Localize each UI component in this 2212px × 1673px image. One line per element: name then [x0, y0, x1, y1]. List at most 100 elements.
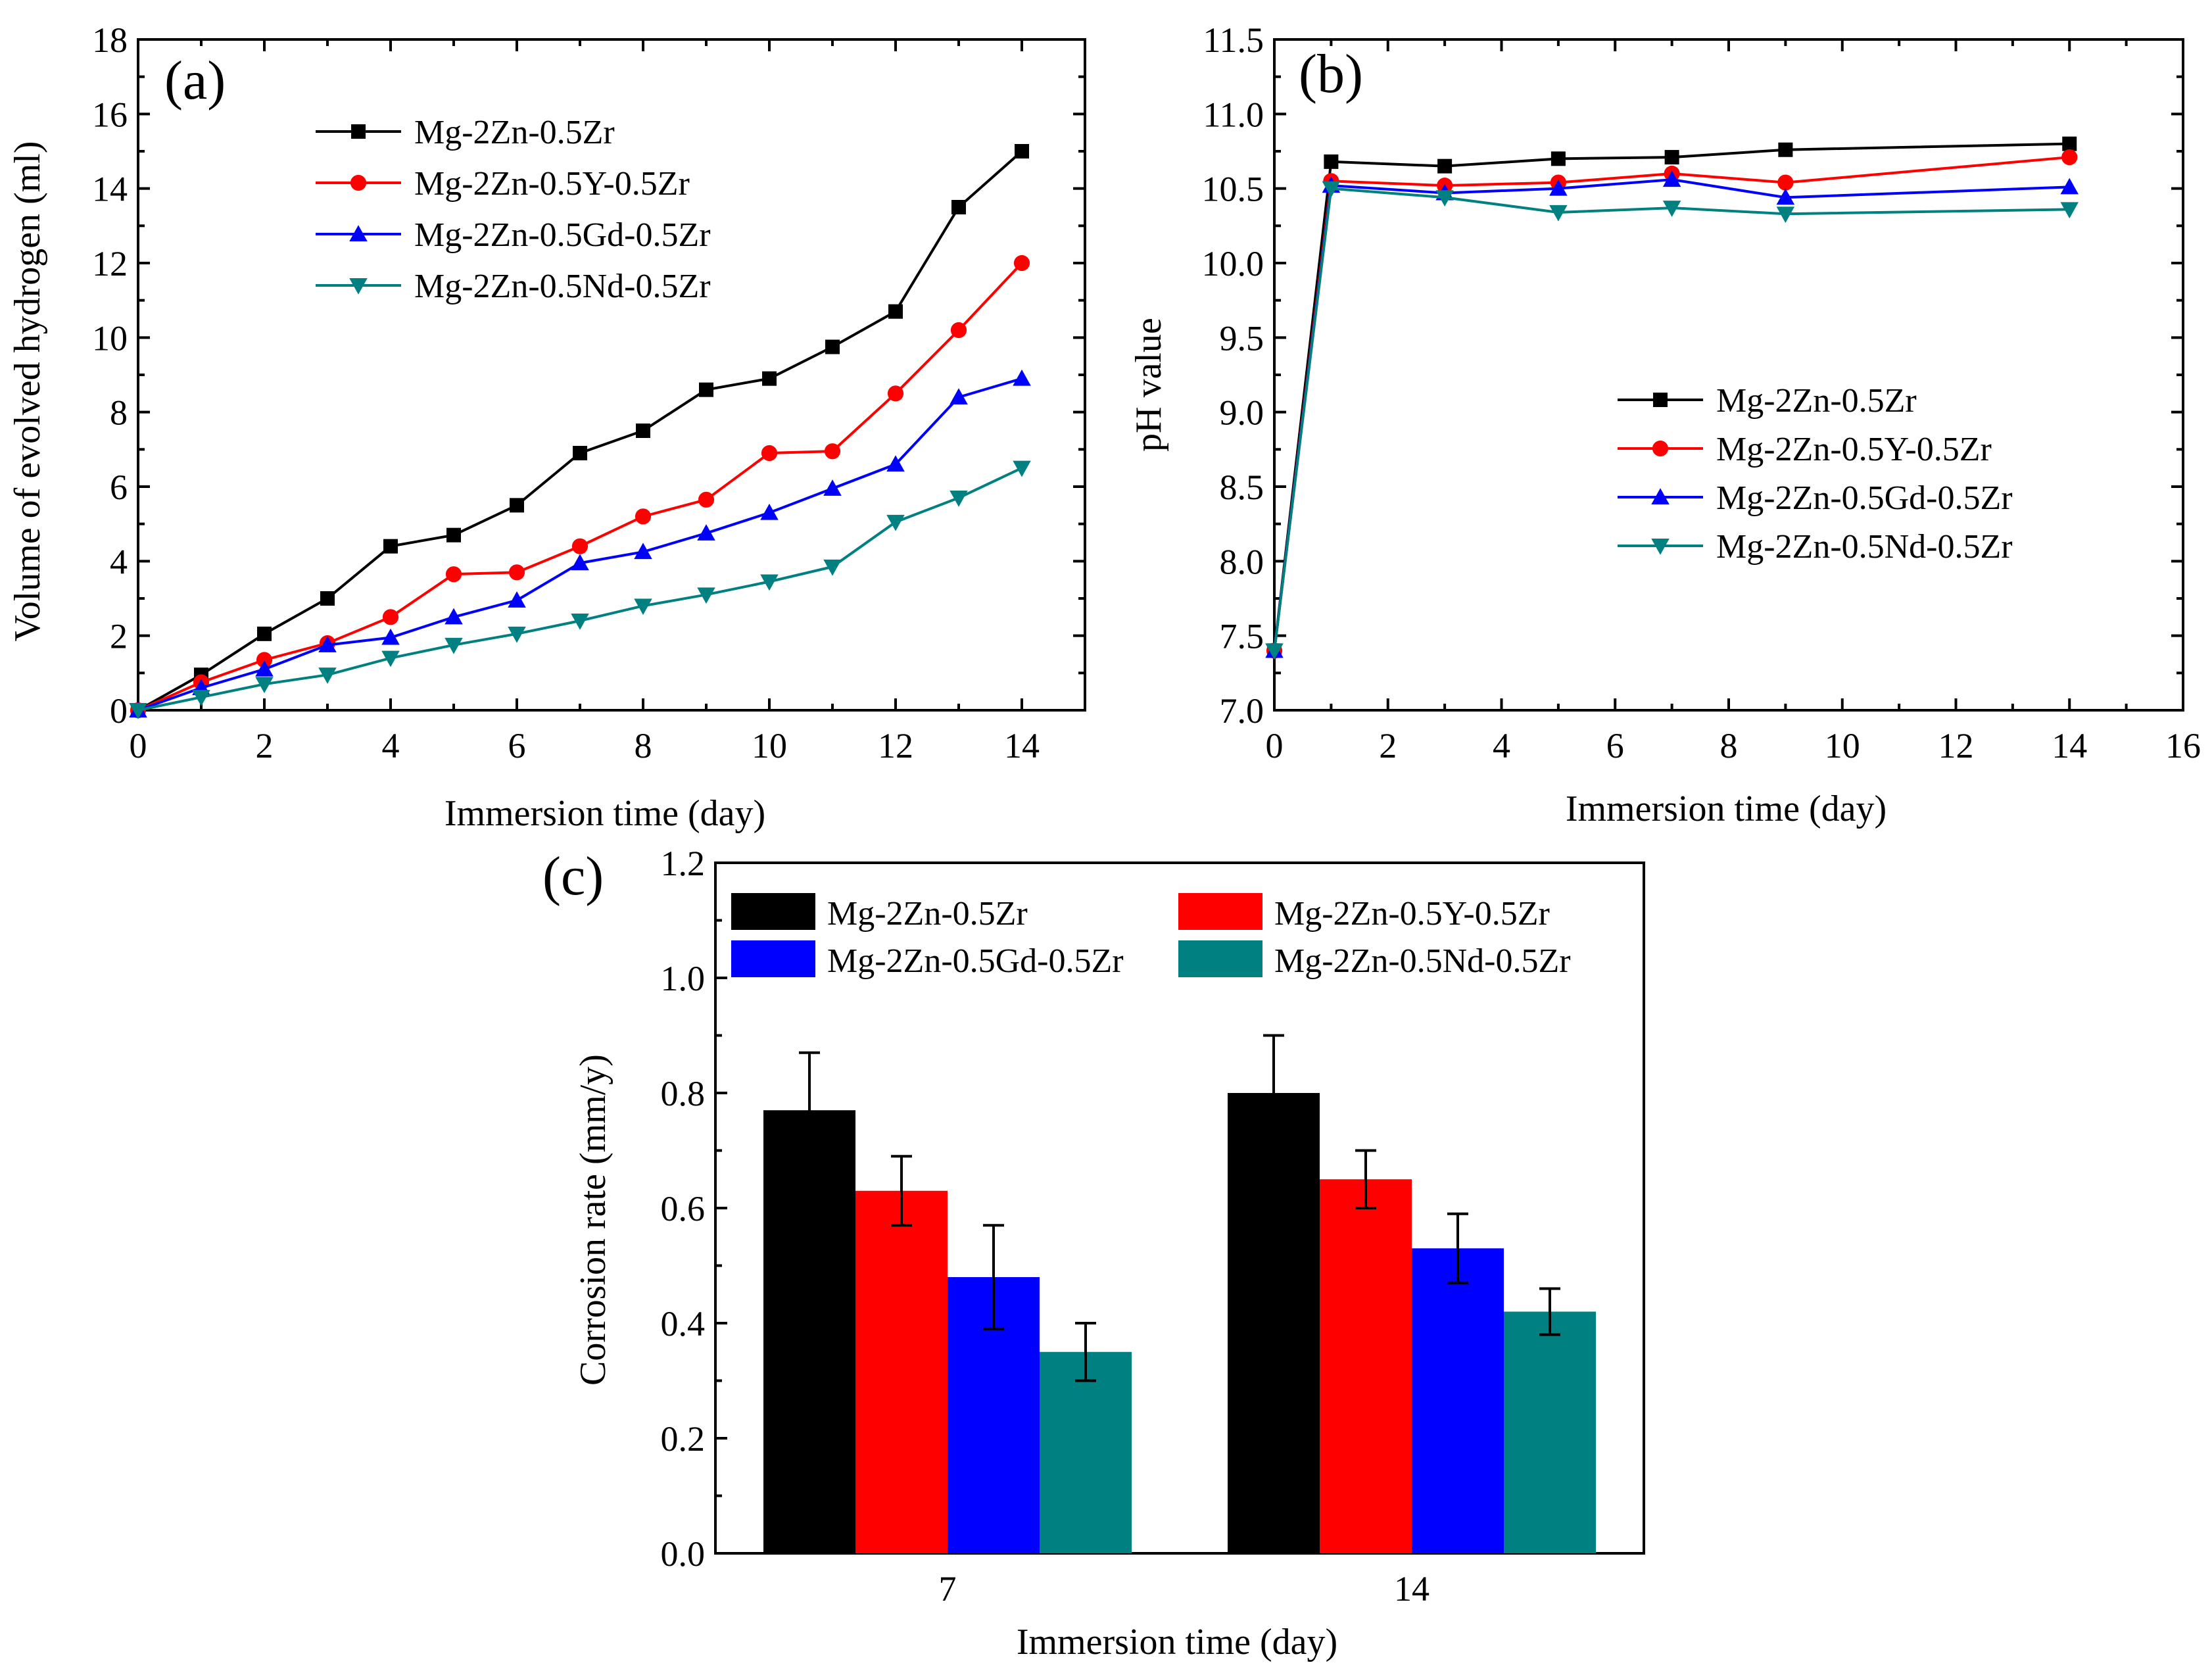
panel-c-corrosion-chart: (c) Immersion time (day) Corrosion rate … — [542, 844, 1645, 1662]
data-point — [697, 587, 715, 604]
data-point — [1324, 154, 1339, 169]
data-point — [698, 491, 715, 508]
y-tick-label: 0.4 — [661, 1304, 706, 1344]
y-tick-label: 0.6 — [661, 1189, 706, 1228]
data-point — [445, 566, 462, 583]
y-tick-label: 9.0 — [1220, 393, 1264, 433]
y-tick-label: 2 — [110, 617, 128, 656]
panel-c-ylabel: Corrosion rate (mm/y) — [573, 1054, 613, 1386]
data-point — [1322, 181, 1341, 198]
data-point — [950, 322, 967, 339]
legend-swatch — [731, 940, 815, 977]
data-point — [2060, 178, 2079, 195]
series-line — [1273, 156, 2070, 651]
legend-label: Mg-2Zn-0.5Y-0.5Zr — [1274, 895, 1550, 933]
data-point — [571, 554, 589, 571]
bar — [1320, 1179, 1412, 1553]
panel-b-xlabel: Immersion time (day) — [1566, 788, 1887, 829]
x-tick-label: 16 — [2165, 726, 2201, 765]
legend-marker — [1653, 393, 1668, 407]
data-point — [886, 514, 905, 531]
data-point — [760, 574, 779, 591]
y-tick-label: 12 — [92, 244, 128, 283]
x-tick-label: 8 — [635, 726, 652, 765]
series-line — [137, 262, 1023, 712]
panel-c-label: (c) — [542, 846, 604, 907]
panel-a-hydrogen-chart: (a) Immersion time (day) Volume of evolv… — [7, 20, 1086, 834]
data-point — [1013, 369, 1031, 386]
x-tick-label: 4 — [382, 726, 400, 765]
x-tick-label: 8 — [1720, 726, 1738, 765]
bar — [1412, 1248, 1504, 1553]
y-tick-label: 10.5 — [1202, 170, 1264, 209]
x-tick-label: 12 — [878, 726, 913, 765]
data-point — [888, 304, 903, 319]
data-point — [1437, 158, 1453, 174]
data-point — [697, 524, 715, 541]
data-point — [508, 591, 526, 608]
data-point — [508, 626, 526, 643]
bar — [855, 1190, 948, 1553]
data-point — [950, 388, 968, 404]
panel-b-ph-chart: (b) Immersion time (day) pH value 0 2 4 6 8 1… — [1128, 20, 2201, 829]
panel-a-xlabel: Immersion time (day) — [445, 793, 765, 834]
data-point — [255, 677, 274, 694]
legend-label: Mg-2Zn-0.5Y-0.5Zr — [1716, 431, 1992, 468]
y-tick-label: 10.0 — [1202, 244, 1264, 283]
data-point — [2062, 136, 2077, 151]
data-point — [886, 455, 905, 472]
data-point — [761, 445, 778, 462]
series-line — [1273, 142, 2070, 651]
panel-a-ylabel: Volume of evolved hydrogen (ml) — [7, 141, 48, 641]
data-point — [2061, 149, 2078, 166]
data-point — [382, 609, 399, 625]
bar — [1040, 1351, 1132, 1553]
y-tick-label: 1.2 — [661, 844, 706, 883]
data-point — [1664, 150, 1679, 165]
x-tick-label: 6 — [1606, 726, 1624, 765]
bar — [763, 1110, 855, 1553]
data-point — [255, 660, 274, 677]
x-tick-label: 2 — [256, 726, 274, 765]
data-point — [445, 608, 463, 625]
data-point — [571, 538, 589, 554]
y-tick-label: 8.0 — [1220, 542, 1264, 581]
data-point — [825, 339, 840, 354]
data-point — [383, 539, 398, 554]
y-tick-label: 11.5 — [1203, 20, 1264, 60]
y-tick-label: 0.8 — [661, 1074, 706, 1113]
data-point — [2060, 202, 2079, 219]
legend-marker — [349, 278, 368, 295]
y-tick-label: 6 — [110, 468, 128, 507]
data-point — [257, 626, 272, 641]
x-tick-label: 0 — [1266, 726, 1284, 765]
x-tick-label: 12 — [1938, 726, 1974, 765]
data-point — [1777, 174, 1794, 191]
panel-a-label: (a) — [164, 50, 226, 111]
legend-swatch — [1178, 893, 1262, 930]
data-point — [381, 650, 400, 667]
y-tick-label: 9.5 — [1220, 318, 1264, 358]
y-tick-label: 18 — [92, 20, 128, 60]
x-tick-label: 7 — [939, 1569, 957, 1609]
legend-marker — [349, 225, 368, 241]
data-point — [445, 637, 463, 654]
data-point — [950, 491, 968, 507]
data-point — [824, 443, 841, 460]
data-point — [1435, 190, 1454, 207]
data-point — [1549, 179, 1568, 196]
legend-label: Mg-2Zn-0.5Gd-0.5Zr — [414, 216, 711, 254]
y-tick-label: 8 — [110, 393, 128, 433]
data-point — [1662, 170, 1681, 187]
legend-marker — [350, 174, 367, 191]
data-point — [1776, 206, 1795, 223]
legend-marker — [1651, 488, 1670, 504]
x-tick-label: 10 — [752, 726, 787, 765]
x-tick-label: 14 — [1004, 726, 1040, 765]
legend-label: Mg-2Zn-0.5Zr — [414, 114, 615, 151]
data-point — [636, 424, 650, 438]
panel-b-ylabel: pH value — [1128, 318, 1169, 452]
data-point — [318, 636, 337, 652]
y-tick-label: 0 — [110, 691, 128, 731]
y-tick-label: 7.0 — [1220, 691, 1264, 731]
